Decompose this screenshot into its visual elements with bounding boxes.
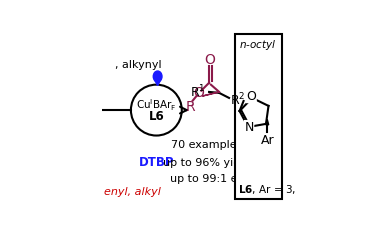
Bar <box>235 34 282 199</box>
Text: N: N <box>244 121 254 134</box>
Text: L6: L6 <box>149 110 164 123</box>
Text: 70 examples: 70 examples <box>171 140 242 150</box>
Text: up to 96% yield: up to 96% yield <box>163 158 250 168</box>
Text: R$^{1}$: R$^{1}$ <box>190 84 205 100</box>
Text: Ar: Ar <box>261 134 274 147</box>
Text: O: O <box>205 53 215 67</box>
Polygon shape <box>266 119 269 125</box>
Text: $\mathbf{L6}$, Ar = 3,: $\mathbf{L6}$, Ar = 3, <box>238 183 296 196</box>
Text: O: O <box>246 90 256 103</box>
Polygon shape <box>155 80 161 86</box>
Text: DTBP: DTBP <box>139 156 174 169</box>
Text: R: R <box>185 100 195 114</box>
Text: Cu$^{\mathsf{I}}$BAr$_{\mathsf{F}}$: Cu$^{\mathsf{I}}$BAr$_{\mathsf{F}}$ <box>136 98 177 113</box>
Text: , alkynyl: , alkynyl <box>115 60 161 70</box>
Polygon shape <box>202 92 220 96</box>
Ellipse shape <box>153 71 162 82</box>
Text: O: O <box>194 86 205 100</box>
Text: $n$-octyl: $n$-octyl <box>239 38 276 52</box>
Text: enyl, alkyl: enyl, alkyl <box>104 187 161 197</box>
Text: R$^{2}$: R$^{2}$ <box>230 91 246 108</box>
Text: up to 99:1 er: up to 99:1 er <box>170 174 243 184</box>
